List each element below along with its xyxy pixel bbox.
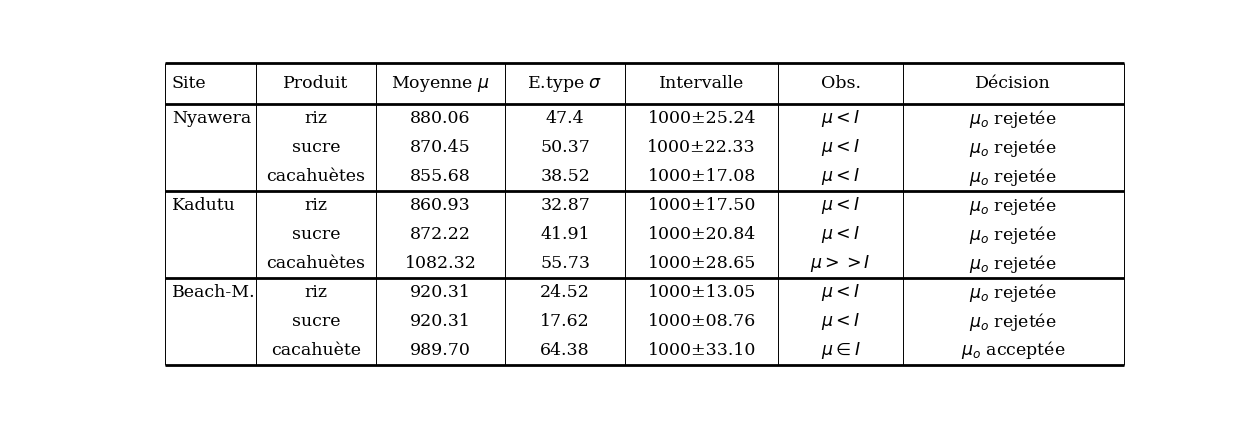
Text: sucre: sucre [292, 313, 341, 330]
Text: Intervalle: Intervalle [659, 75, 744, 92]
Text: 50.37: 50.37 [541, 139, 590, 156]
Text: $\mu_o$ rejetée: $\mu_o$ rejetée [969, 108, 1057, 130]
Text: $\mu >> I$: $\mu >> I$ [811, 253, 871, 274]
Text: $\mu < I$: $\mu < I$ [821, 224, 860, 245]
Text: 870.45: 870.45 [410, 139, 471, 156]
Text: $\mu_o$ rejetée: $\mu_o$ rejetée [969, 224, 1057, 245]
Text: riz: riz [304, 110, 327, 127]
Text: 920.31: 920.31 [410, 284, 471, 301]
Text: $\mu_o$ rejetée: $\mu_o$ rejetée [969, 253, 1057, 274]
Text: $\mu < I$: $\mu < I$ [821, 311, 860, 332]
Text: 1000±33.10: 1000±33.10 [647, 342, 755, 359]
Text: 872.22: 872.22 [410, 226, 471, 243]
Text: $\mu < I$: $\mu < I$ [821, 282, 860, 303]
Text: $\mu_o$ rejetée: $\mu_o$ rejetée [969, 165, 1057, 188]
Text: 24.52: 24.52 [541, 284, 590, 301]
Text: Kadutu: Kadutu [172, 197, 235, 214]
Text: $\mu \in I$: $\mu \in I$ [821, 340, 861, 361]
Text: $\mu_o$ rejetée: $\mu_o$ rejetée [969, 137, 1057, 159]
Text: 1000±28.65: 1000±28.65 [647, 255, 755, 272]
Text: Beach-M.: Beach-M. [172, 284, 255, 301]
Text: E.type $\sigma$: E.type $\sigma$ [528, 74, 603, 94]
Text: sucre: sucre [292, 139, 341, 156]
Text: 32.87: 32.87 [541, 197, 590, 214]
Text: $\mu < I$: $\mu < I$ [821, 137, 860, 158]
Text: 1082.32: 1082.32 [405, 255, 476, 272]
Text: 860.93: 860.93 [410, 197, 471, 214]
Text: 989.70: 989.70 [410, 342, 471, 359]
Text: 855.68: 855.68 [410, 168, 471, 185]
Text: 1000±13.05: 1000±13.05 [647, 284, 755, 301]
Text: 1000±17.50: 1000±17.50 [647, 197, 755, 214]
Text: cacahuète: cacahuète [272, 342, 361, 359]
Text: 47.4: 47.4 [546, 110, 585, 127]
Text: $\mu_o$ acceptée: $\mu_o$ acceptée [960, 339, 1066, 362]
Text: 41.91: 41.91 [541, 226, 590, 243]
Text: cacahuètes: cacahuètes [266, 168, 366, 185]
Text: 1000±20.84: 1000±20.84 [647, 226, 755, 243]
Text: 1000±17.08: 1000±17.08 [647, 168, 755, 185]
Text: 64.38: 64.38 [541, 342, 590, 359]
Text: $\mu < I$: $\mu < I$ [821, 166, 860, 187]
Text: 1000±22.33: 1000±22.33 [647, 139, 755, 156]
Text: sucre: sucre [292, 226, 341, 243]
Text: 1000±25.24: 1000±25.24 [647, 110, 755, 127]
Text: Moyenne $\mu$: Moyenne $\mu$ [391, 74, 490, 94]
Text: 880.06: 880.06 [410, 110, 471, 127]
Text: 1000±08.76: 1000±08.76 [647, 313, 755, 330]
Text: cacahuètes: cacahuètes [266, 255, 366, 272]
Text: Site: Site [172, 75, 206, 92]
Text: 17.62: 17.62 [541, 313, 590, 330]
Text: riz: riz [304, 197, 327, 214]
Text: riz: riz [304, 284, 327, 301]
Text: $\mu < I$: $\mu < I$ [821, 108, 860, 129]
Text: Obs.: Obs. [821, 75, 861, 92]
Text: 920.31: 920.31 [410, 313, 471, 330]
Text: Décision: Décision [975, 75, 1051, 92]
Text: Produit: Produit [283, 75, 348, 92]
Text: 55.73: 55.73 [541, 255, 590, 272]
Text: Nyawera: Nyawera [172, 110, 251, 127]
Text: $\mu_o$ rejetée: $\mu_o$ rejetée [969, 195, 1057, 216]
Text: $\mu_o$ rejetée: $\mu_o$ rejetée [969, 311, 1057, 333]
Text: $\mu_o$ rejetée: $\mu_o$ rejetée [969, 282, 1057, 304]
Text: $\mu < I$: $\mu < I$ [821, 195, 860, 216]
Text: 38.52: 38.52 [541, 168, 590, 185]
